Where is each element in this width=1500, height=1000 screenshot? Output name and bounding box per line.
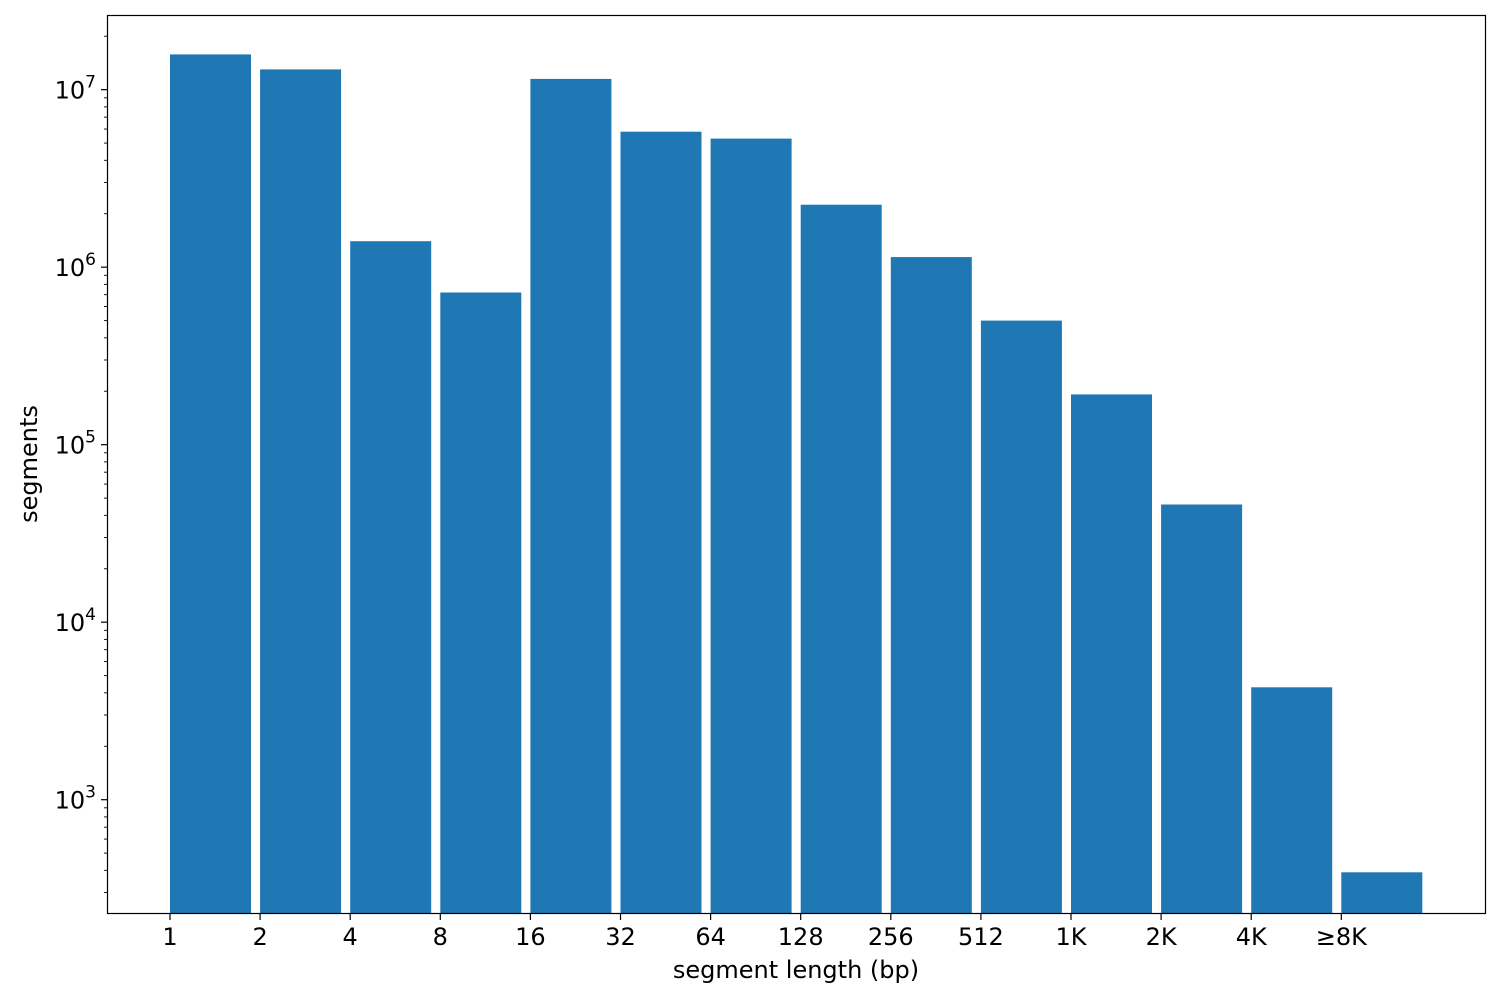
bar — [980, 320, 1062, 914]
x-tick-label: 32 — [605, 923, 636, 951]
x-tick-label: 2K — [1146, 923, 1178, 951]
bar — [1341, 872, 1423, 913]
bar — [170, 54, 251, 913]
y-tick-label: 103 — [55, 783, 96, 815]
bar — [710, 138, 792, 914]
x-tick-label: 256 — [868, 923, 914, 951]
bar — [620, 131, 702, 913]
x-tick-label: 128 — [778, 923, 824, 951]
plot-frame — [106, 14, 1487, 915]
bar — [350, 241, 432, 913]
x-tick-label: 2 — [252, 923, 267, 951]
x-tick-label: 1K — [1055, 923, 1087, 951]
x-axis-label: segment length (bp) — [673, 956, 919, 984]
bar — [890, 257, 972, 914]
y-axis-label: segments — [15, 405, 43, 523]
bars-group — [170, 54, 1423, 914]
x-axis-ticks: 1 2 4 8 16 32 64 128 256 512 1K 2K 4K ≥8K — [162, 913, 1368, 951]
bar — [1071, 394, 1152, 913]
bar — [1161, 504, 1243, 913]
x-tick-label: 1 — [162, 923, 177, 951]
y-axis-ticks: 103 104 105 106 107 — [55, 35, 108, 893]
x-tick-label: 64 — [695, 923, 726, 951]
bar — [260, 69, 342, 913]
x-tick-label: 4 — [343, 923, 358, 951]
bar — [800, 204, 882, 913]
y-tick-label: 105 — [55, 428, 96, 460]
x-tick-label: 512 — [958, 923, 1004, 951]
bar — [530, 78, 612, 913]
x-tick-label: 4K — [1236, 923, 1268, 951]
x-tick-label: 8 — [433, 923, 448, 951]
y-tick-label: 107 — [55, 73, 96, 105]
x-tick-label: 16 — [515, 923, 546, 951]
y-tick-label: 106 — [55, 250, 96, 282]
y-tick-label: 104 — [55, 605, 96, 637]
bar — [1251, 687, 1333, 913]
bar — [440, 292, 522, 913]
x-tick-label: ≥8K — [1316, 923, 1368, 951]
